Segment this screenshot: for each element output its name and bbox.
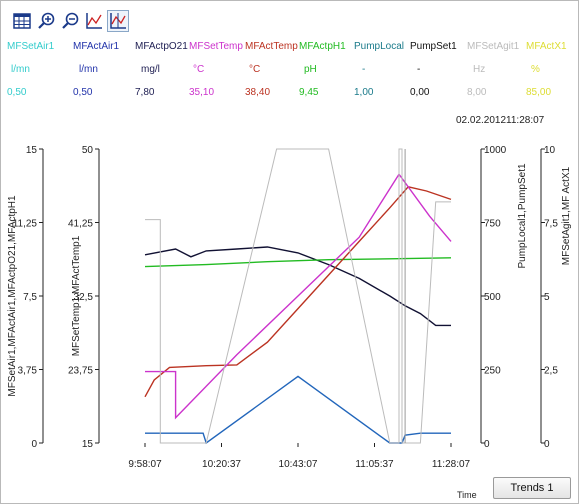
right-axis-1-label: PumpLocal1,PumpSet1 <box>517 163 528 269</box>
legend-name-mfsetair1[interactable]: MFSetAir1 <box>7 41 55 52</box>
axis-tick-label: 1000 <box>484 145 507 156</box>
trends-selector-button[interactable]: Trends 1 <box>493 477 571 499</box>
legend-value-mfsettemp: 35,10 <box>189 87 215 98</box>
zoom-in-icon <box>38 12 55 29</box>
axis-tick-label: 0 <box>31 439 37 450</box>
x-tick-time: 10:20:37 <box>202 459 241 470</box>
axis-tick-label: 7,5 <box>544 219 558 230</box>
x-tick-time: 10:43:07 <box>279 459 318 470</box>
axis-tick-label: 0 <box>544 439 550 450</box>
series-line-mfsettemp <box>145 172 452 420</box>
table-view-button[interactable] <box>11 10 33 32</box>
legend-value-pumplocal: 1,00 <box>354 87 374 98</box>
series-line-mfactpo21 <box>144 246 451 327</box>
legend-value-mfacttemp: 38,40 <box>245 87 271 98</box>
legend-unit-mfactx1: % <box>531 64 540 75</box>
toolbar <box>11 10 129 34</box>
right-axis-2-ticks: 10 7,5 5 2,5 0 <box>541 145 558 450</box>
series-line-mfsetagit1 <box>145 148 451 444</box>
axis-tick-label: 11,25 <box>13 219 38 230</box>
legend-value-pumpset1: 0,00 <box>410 87 430 98</box>
axis-tick-label: 32,5 <box>74 292 94 303</box>
right-axis-1-ticks: 1000 750 500 250 0 <box>481 145 507 450</box>
x-tick-time: 11:28:07 <box>432 459 471 470</box>
trend-chart[interactable]: 15 11,25 7,5 3,75 0 MFSetAir1,MFActAir1,MFAc… <box>1 131 578 471</box>
zoom-in-button[interactable] <box>35 10 57 32</box>
x-axis-label: Time <box>457 490 477 500</box>
legend-name-mfacttemp[interactable]: MFActTemp <box>245 41 298 52</box>
axis-tick-label: 500 <box>484 292 501 303</box>
cursor-timestamp: 02.02.201211:28:07 <box>456 115 545 126</box>
legend-value-mfsetagit1: 8,00 <box>467 87 487 98</box>
legend-unit-mfsettemp: °C <box>193 64 205 75</box>
axis-tick-label: 250 <box>484 366 501 377</box>
axis-tick-label: 15 <box>26 145 38 156</box>
legend-unit-mfactair1: l/mn <box>79 64 98 75</box>
x-tick-time: 9:58:07 <box>128 459 162 470</box>
legend-unit-mfsetair1: l/mn <box>11 64 30 75</box>
legend-unit-mfactph1: pH <box>304 64 317 75</box>
axis-tick-label: 41,25 <box>68 219 93 230</box>
legend-unit-mfactpo21: mg/l <box>141 64 160 75</box>
axis-tick-label: 750 <box>484 219 501 230</box>
axis-tick-label: 7,5 <box>23 292 37 303</box>
legend-name-pumpset1[interactable]: PumpSet1 <box>410 41 457 52</box>
trend-cursor-icon <box>110 13 126 29</box>
legend-name-mfactph1[interactable]: MFActpH1 <box>299 41 346 52</box>
series-line-mfactph1 <box>144 257 452 268</box>
legend-name-mfactair1[interactable]: MFActAir1 <box>73 41 120 52</box>
chart-axes-icon <box>86 13 102 29</box>
right-axis-2-label: MFSetAgit1,MF ActX1 <box>561 166 572 265</box>
legend-name-pumplocal[interactable]: PumpLocal <box>354 41 405 52</box>
trend-cursor-button[interactable] <box>107 10 129 32</box>
legend-name-mfsetagit1[interactable]: MFSetAgit1 <box>467 41 520 52</box>
axis-tick-label: 23,75 <box>68 366 93 377</box>
legend-value-mfactx1: 85,00 <box>526 87 552 98</box>
legend-value-mfsetair1: 0,50 <box>7 87 27 98</box>
legend-name-mfactpo21[interactable]: MFActpO21 <box>135 41 188 52</box>
x-axis-ticks: 9:58:0702.02.201210:20:3702.02.201210:43… <box>128 443 471 470</box>
table-view-icon <box>13 13 31 29</box>
axis-tick-label: 5 <box>544 292 550 303</box>
left-axis-2-label: MFSetTemp1,MFActTemp1 <box>71 235 82 356</box>
axis-tick-label: 3,75 <box>18 366 38 377</box>
legend-name-mfsettemp[interactable]: MFSetTemp <box>189 41 243 52</box>
zoom-out-icon <box>62 12 79 29</box>
legend-value-mfactph1: 9,45 <box>299 87 319 98</box>
legend-unit-pumpset1: - <box>417 64 421 75</box>
legend-value-mfactair1: 0,50 <box>73 87 93 98</box>
x-tick-time: 11:05:37 <box>355 459 394 470</box>
legend-name-mfactx1[interactable]: MFActX1 <box>526 41 567 52</box>
legend-unit-pumplocal: - <box>362 64 366 75</box>
axis-tick-label: 10 <box>544 145 556 156</box>
legend-value-mfactpo21: 7,80 <box>135 87 155 98</box>
series-layer <box>144 148 452 445</box>
axis-tick-label: 0 <box>484 439 490 450</box>
legend-unit-mfsetagit1: Hz <box>473 64 486 75</box>
chart-axes-button[interactable] <box>83 10 105 32</box>
legend-unit-mfacttemp: °C <box>249 64 261 75</box>
left-axis-2-ticks: 50 41,25 32,5 23,75 15 <box>68 145 99 450</box>
left-axis-1-ticks: 15 11,25 7,5 3,75 0 <box>13 145 43 450</box>
axis-tick-label: 15 <box>82 439 94 450</box>
axis-tick-label: 50 <box>82 145 94 156</box>
axis-tick-label: 2,5 <box>544 366 558 377</box>
zoom-out-button[interactable] <box>59 10 81 32</box>
left-axis-1-label: MFSetAir1,MFActAir1,MFActpO21,MFActpH1 <box>7 195 18 397</box>
